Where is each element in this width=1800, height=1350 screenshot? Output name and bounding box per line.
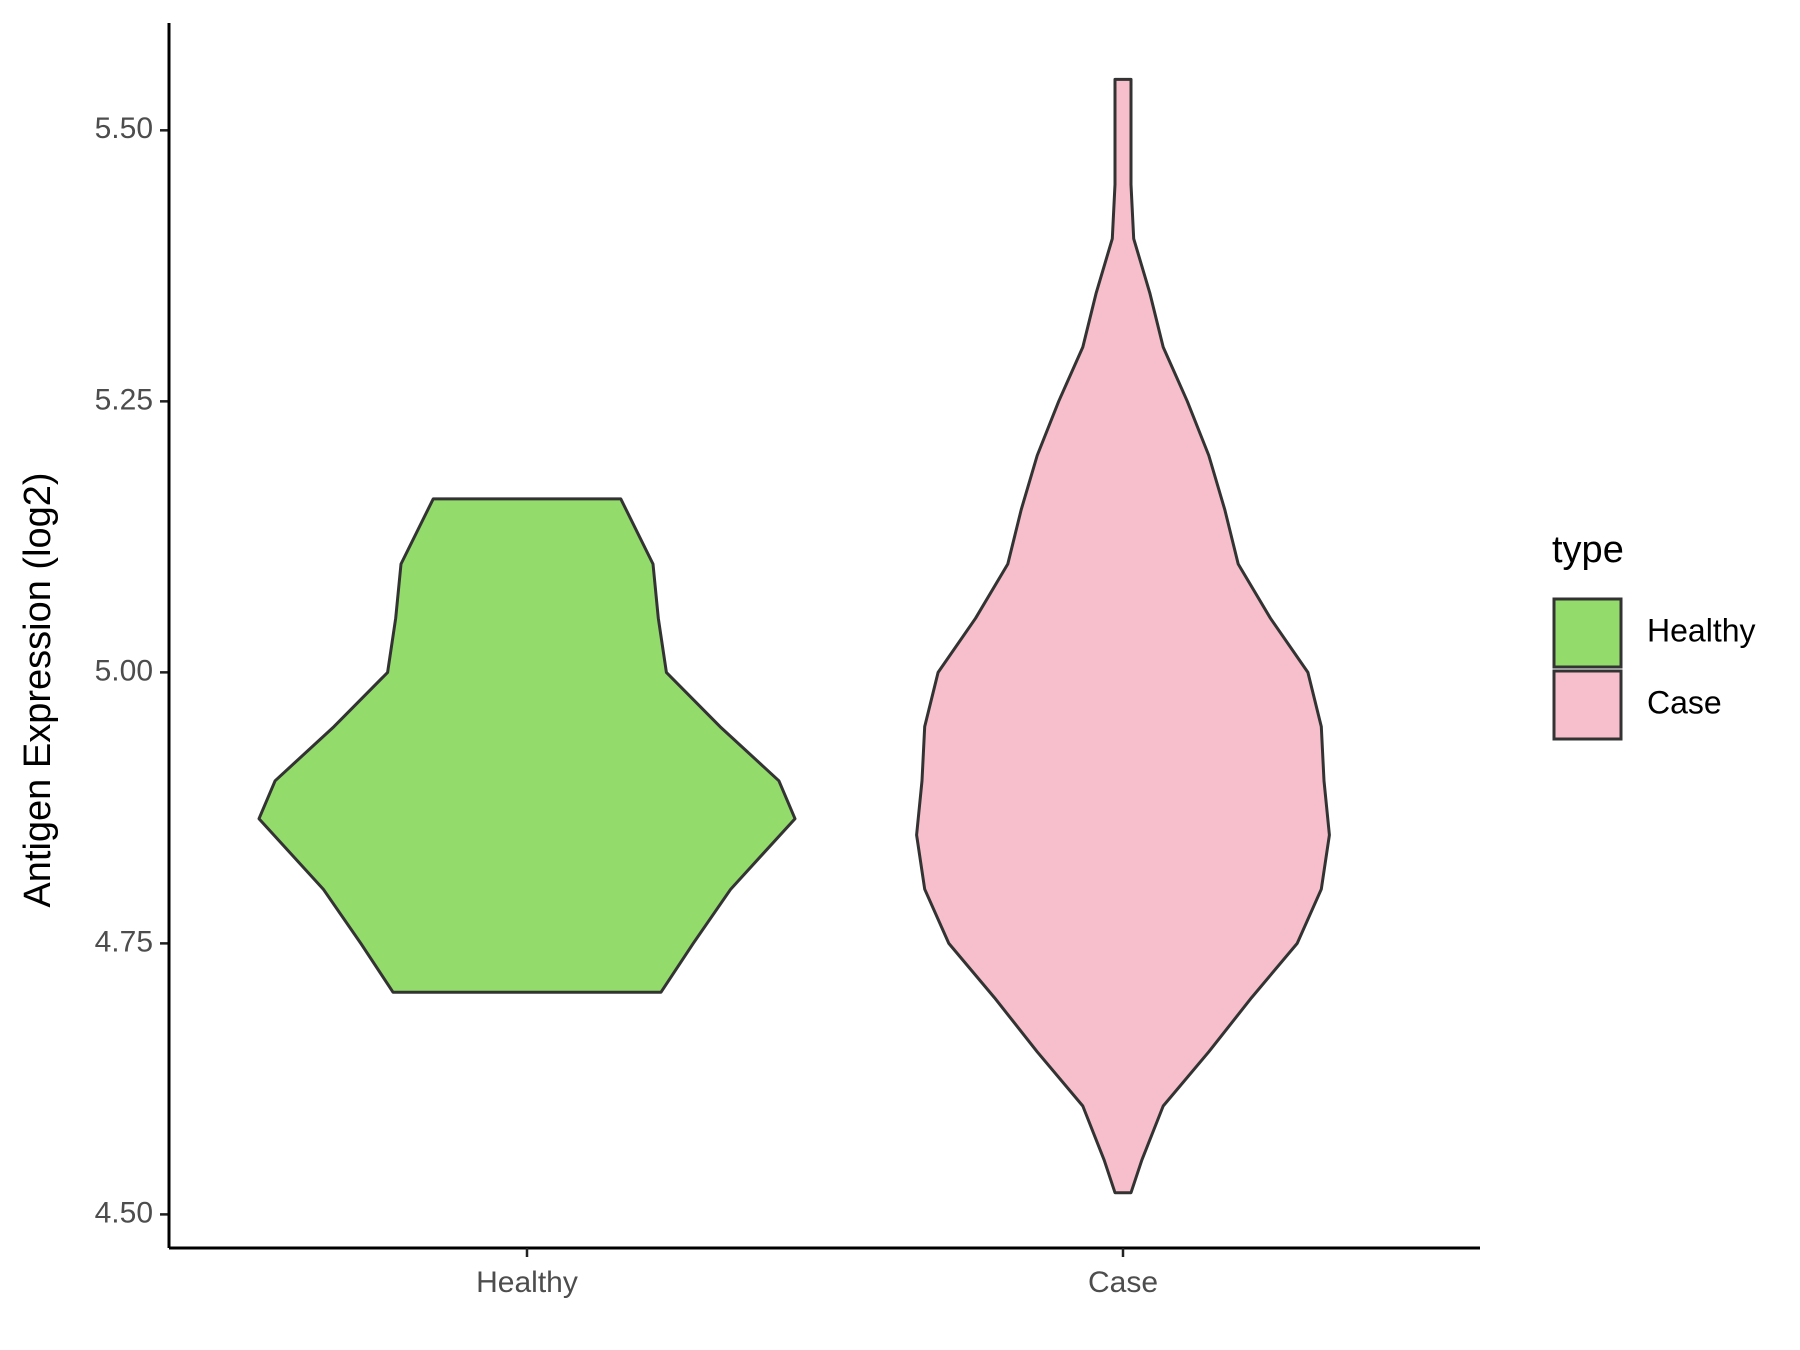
x-tick-label: Healthy <box>476 1266 578 1299</box>
legend-title: type <box>1552 529 1624 571</box>
violin <box>915 77 1331 1195</box>
y-axis-title: Antigen Expression (log2) <box>17 472 59 907</box>
violin <box>257 497 797 994</box>
legend-label: Healthy <box>1647 612 1756 648</box>
legend-label: Case <box>1647 684 1722 720</box>
y-tick-label: 5.25 <box>95 383 153 416</box>
legend-key <box>1552 669 1623 741</box>
x-tick-label: Case <box>1088 1266 1158 1299</box>
y-tick-label: 4.50 <box>95 1196 153 1229</box>
y-tick-label: 5.50 <box>95 112 153 145</box>
y-tick-label: 5.00 <box>95 654 153 687</box>
legend-key <box>1552 597 1623 669</box>
y-tick-label: 4.75 <box>95 925 153 958</box>
